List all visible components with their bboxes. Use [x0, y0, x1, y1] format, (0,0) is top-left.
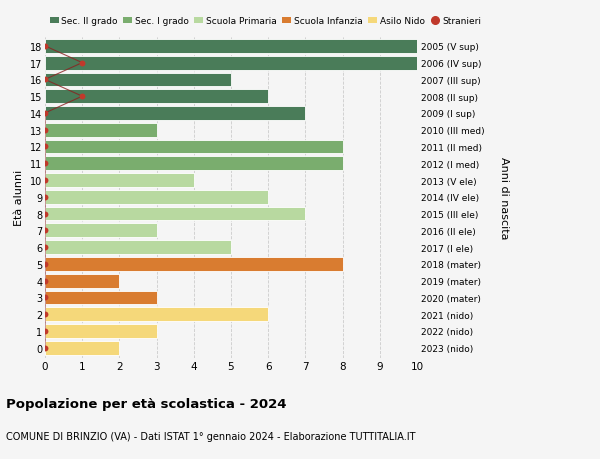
Bar	[45, 241, 231, 254]
Point	[40, 43, 50, 50]
Text: COMUNE DI BRINZIO (VA) - Dati ISTAT 1° gennaio 2024 - Elaborazione TUTTITALIA.IT: COMUNE DI BRINZIO (VA) - Dati ISTAT 1° g…	[6, 431, 415, 442]
Bar	[45, 56, 417, 70]
Bar	[45, 274, 119, 288]
Point	[40, 244, 50, 251]
Bar	[45, 123, 157, 137]
Bar	[45, 107, 305, 121]
Bar	[45, 157, 343, 171]
Bar	[45, 174, 194, 187]
Point	[40, 344, 50, 352]
Point	[40, 144, 50, 151]
Legend: Sec. II grado, Sec. I grado, Scuola Primaria, Scuola Infanzia, Asilo Nido, Stran: Sec. II grado, Sec. I grado, Scuola Prim…	[50, 17, 481, 26]
Bar	[45, 207, 305, 221]
Point	[40, 328, 50, 335]
Point	[40, 160, 50, 168]
Bar	[45, 291, 157, 305]
Bar	[45, 190, 268, 204]
Bar	[45, 73, 231, 87]
Point	[40, 127, 50, 134]
Point	[40, 110, 50, 118]
Text: Popolazione per età scolastica - 2024: Popolazione per età scolastica - 2024	[6, 397, 287, 410]
Bar	[45, 140, 343, 154]
Bar	[45, 308, 268, 321]
Point	[40, 210, 50, 218]
Point	[40, 177, 50, 185]
Y-axis label: Età alunni: Età alunni	[14, 169, 24, 225]
Point	[77, 60, 87, 67]
Point	[40, 294, 50, 302]
Bar	[45, 40, 417, 54]
Y-axis label: Anni di nascita: Anni di nascita	[499, 156, 509, 239]
Bar	[45, 90, 268, 104]
Point	[40, 227, 50, 235]
Point	[40, 194, 50, 201]
Bar	[45, 257, 343, 271]
Point	[40, 261, 50, 268]
Point	[40, 311, 50, 318]
Point	[77, 93, 87, 101]
Point	[40, 77, 50, 84]
Bar	[45, 325, 157, 338]
Point	[40, 277, 50, 285]
Bar	[45, 224, 157, 238]
Bar	[45, 341, 119, 355]
